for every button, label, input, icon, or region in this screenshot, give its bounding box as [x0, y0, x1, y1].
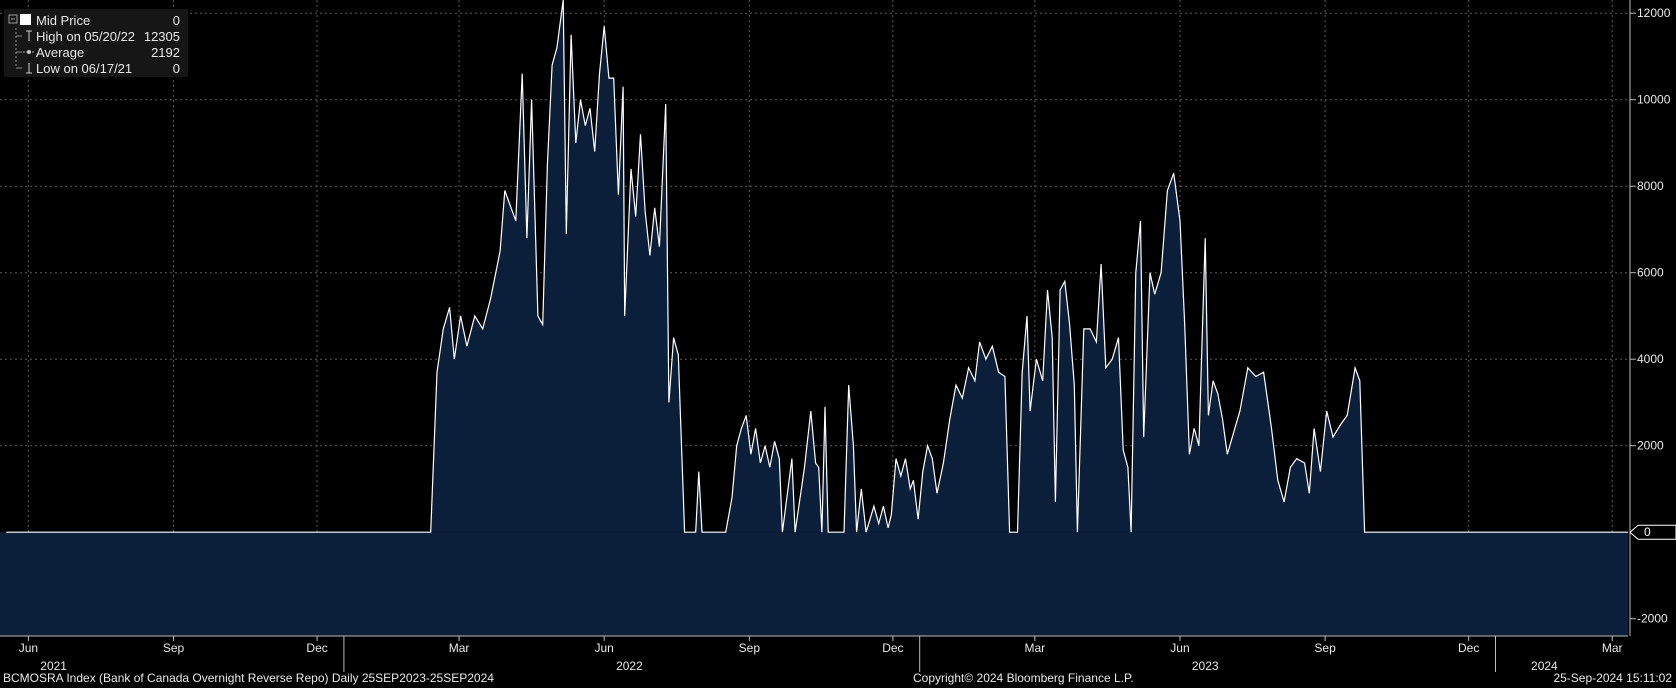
legend-item-low: Low on 06/17/21 0 [4, 60, 188, 76]
series-line-mid-price [6, 0, 1628, 533]
area-fill [6, 0, 1628, 533]
x-tick-label-month: Mar [449, 641, 470, 655]
y-tick-label: 4000 [1637, 352, 1664, 366]
low-marker-icon [15, 60, 32, 74]
legend-value: 0 [172, 61, 180, 76]
x-tick-label-month: Jun [19, 641, 38, 655]
legend-value: 12305 [143, 29, 180, 44]
y-tick-label: -2000 [1637, 612, 1668, 626]
white-square-icon [8, 14, 31, 25]
average-marker-icon [15, 44, 34, 60]
y-tick-label: 10000 [1637, 93, 1671, 107]
x-tick-label-month: Dec [1458, 641, 1479, 655]
x-tick-label-year: 2022 [616, 659, 643, 673]
legend-label: High on 05/20/22 [36, 29, 136, 44]
footer-timestamp: 25-Sep-2024 15:11:02 [1553, 671, 1672, 685]
x-tick-label-year: 2023 [1192, 659, 1219, 673]
current-value-label: 0 [1644, 525, 1651, 539]
y-tick-label: 12000 [1637, 6, 1671, 20]
x-tick-label-year: 2021 [40, 659, 67, 673]
legend-item-average: Average 2192 [4, 44, 188, 60]
x-tick-label-month: Dec [882, 641, 903, 655]
area-fill-layer [0, 0, 1628, 636]
legend: Mid Price 0 High on 05/20/22 12305 Avera… [4, 9, 188, 77]
x-tick-label-month: Mar [1602, 641, 1623, 655]
series-line-layer [6, 0, 1628, 533]
x-tick-label-month: Jun [1170, 641, 1189, 655]
legend-value: 2192 [151, 45, 180, 60]
legend-value: 0 [172, 13, 180, 28]
footer-copyright: Copyright© 2024 Bloomberg Finance L.P. [913, 671, 1134, 685]
x-tick-label-year: 2024 [1531, 659, 1558, 673]
legend-label: Mid Price [36, 13, 91, 28]
x-tick-label-month: Jun [595, 641, 614, 655]
legend-item-high: High on 05/20/22 12305 [4, 28, 188, 44]
y-tick-label: 8000 [1637, 179, 1664, 193]
x-tick-label-month: Mar [1025, 641, 1046, 655]
legend-label: Low on 06/17/21 [36, 61, 133, 76]
high-marker-icon [15, 28, 32, 44]
area-fill-below-zero [0, 532, 1628, 636]
y-tick-label: 2000 [1637, 439, 1664, 453]
axes: -2000 2000 4000 6000 8000 10000 12000 0 Jun Sep De… [0, 0, 1676, 673]
current-value-tag [1629, 524, 1676, 540]
legend-label: Average [36, 45, 85, 60]
x-tick-label-month: Sep [163, 641, 185, 655]
x-tick-label-month: Dec [306, 641, 327, 655]
legend-item-mid-price[interactable]: Mid Price 0 [4, 12, 188, 28]
y-tick-label: 6000 [1637, 266, 1664, 280]
x-tick-label-month: Sep [1314, 641, 1336, 655]
footer-ticker-description: BCMOSRA Index (Bank of Canada Overnight … [3, 671, 494, 685]
x-tick-label-month: Sep [739, 641, 761, 655]
